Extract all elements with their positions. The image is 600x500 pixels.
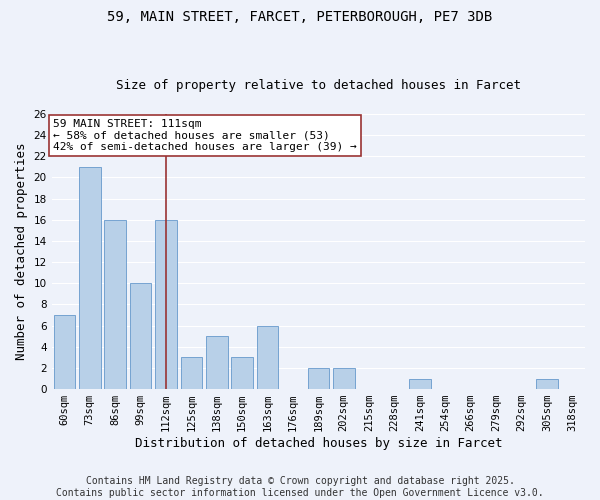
Bar <box>181 358 202 389</box>
Bar <box>257 326 278 389</box>
Text: 59, MAIN STREET, FARCET, PETERBOROUGH, PE7 3DB: 59, MAIN STREET, FARCET, PETERBOROUGH, P… <box>107 10 493 24</box>
Bar <box>130 284 151 389</box>
Bar <box>79 167 101 389</box>
X-axis label: Distribution of detached houses by size in Farcet: Distribution of detached houses by size … <box>134 437 502 450</box>
Y-axis label: Number of detached properties: Number of detached properties <box>15 143 28 360</box>
Text: 59 MAIN STREET: 111sqm
← 58% of detached houses are smaller (53)
42% of semi-det: 59 MAIN STREET: 111sqm ← 58% of detached… <box>53 120 356 152</box>
Bar <box>308 368 329 389</box>
Bar <box>536 378 557 389</box>
Bar <box>206 336 227 389</box>
Title: Size of property relative to detached houses in Farcet: Size of property relative to detached ho… <box>116 79 521 92</box>
Bar <box>232 358 253 389</box>
Bar <box>409 378 431 389</box>
Bar <box>155 220 177 389</box>
Bar <box>333 368 355 389</box>
Text: Contains HM Land Registry data © Crown copyright and database right 2025.
Contai: Contains HM Land Registry data © Crown c… <box>56 476 544 498</box>
Bar <box>104 220 126 389</box>
Bar <box>53 315 75 389</box>
